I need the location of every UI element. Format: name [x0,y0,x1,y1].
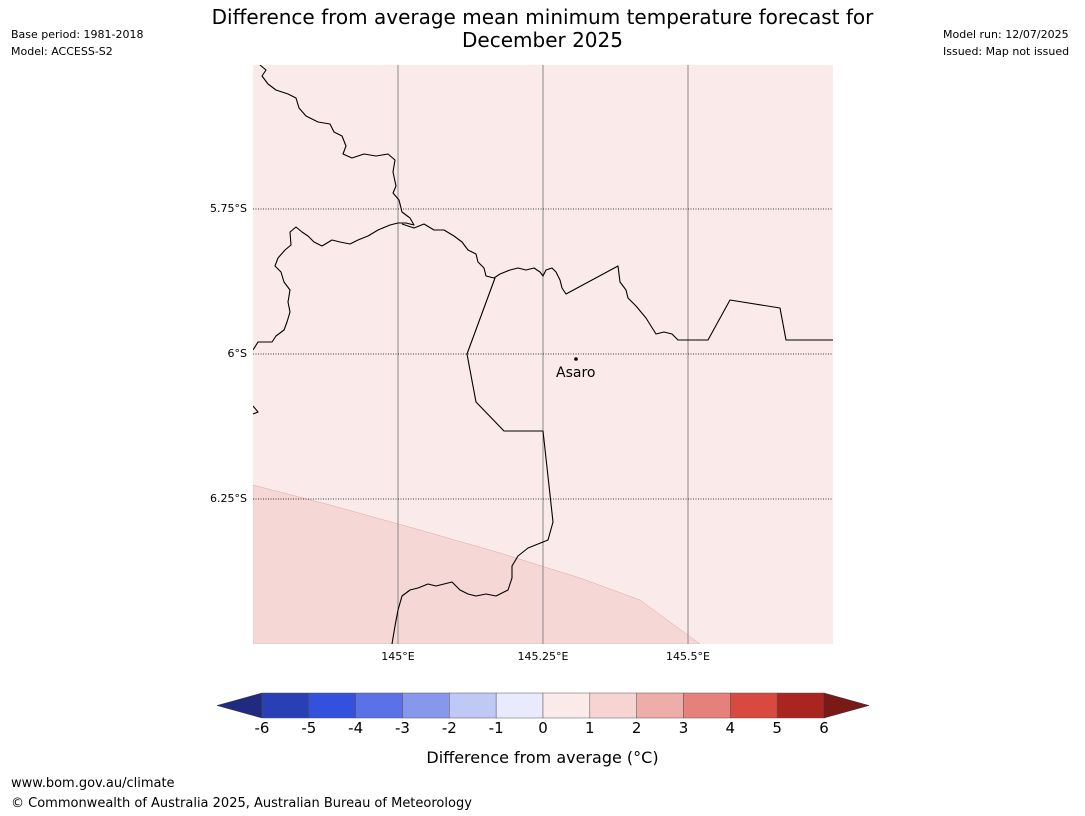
colorbar-tick-label: 3 [678,719,689,737]
colorbar [216,692,870,719]
lat-label-6-25S: 6.25°S [210,492,247,505]
footer-url: www.bom.gov.au/climate [11,776,175,791]
colorbar-segment [683,692,731,719]
colorbar-segment [589,692,637,719]
base-period-text: Base period: 1981-2018 [11,28,144,41]
boundary-north-west [253,65,415,351]
colorbar-tick-label: -1 [488,719,504,737]
colorbar-tick-label: -6 [254,719,270,737]
model-run-text: Model run: 12/07/2025 [943,28,1069,41]
map-title: Difference from average mean minimum tem… [0,6,1085,52]
colorbar-tick-label: 5 [772,719,782,737]
colorbar-segment [730,692,778,719]
colorbar-tick-label: 1 [585,719,595,737]
footer-copyright: © Commonwealth of Australia 2025, Austra… [11,796,472,811]
lon-label-145-25E: 145.25°E [517,650,569,663]
colorbar-tick-label: -5 [301,719,317,737]
colorbar-segment [636,692,684,719]
lat-label-6S: 6°S [227,347,247,360]
colorbar-tick-label: -2 [441,719,457,737]
asaro-label: Asaro [556,365,596,381]
colorbar-arrow-low [216,692,263,719]
colorbar-segment [776,692,825,719]
colorbar-tick-label: 6 [819,719,829,737]
colorbar-segment [261,692,310,719]
boundary-central-north [401,223,833,341]
colorbar-segment [449,692,497,719]
colorbar-tick-label: -3 [395,719,410,737]
map-title-line2: December 2025 [462,28,623,52]
model-text: Model: ACCESS-S2 [11,45,113,58]
lon-label-145E: 145°E [381,650,415,663]
colorbar-tick-label: 2 [631,719,642,737]
colorbar-arrow-high [823,692,870,719]
colorbar-segment [355,692,403,719]
colorbar-segment [308,692,356,719]
colorbar-segment [402,692,450,719]
lat-label-5-75S: 5.75°S [210,202,247,215]
colorbar-tick-label: -4 [348,719,364,737]
colorbar-title: Difference from average (°C) [426,748,659,767]
boundary-central-south [391,277,554,644]
colorbar-segment [542,692,591,719]
map-title-line1: Difference from average mean minimum tem… [211,5,874,29]
colorbar-tick-label: 0 [538,719,548,737]
lon-label-145-5E: 145.5°E [666,650,710,663]
issued-text: Issued: Map not issued [943,45,1070,58]
colorbar-tick-label: 4 [725,719,736,737]
boundary-west-fragment [253,405,259,415]
asaro-town-marker [574,357,578,361]
colorbar-segment [495,692,544,719]
warm-anomaly-zone [253,484,701,644]
